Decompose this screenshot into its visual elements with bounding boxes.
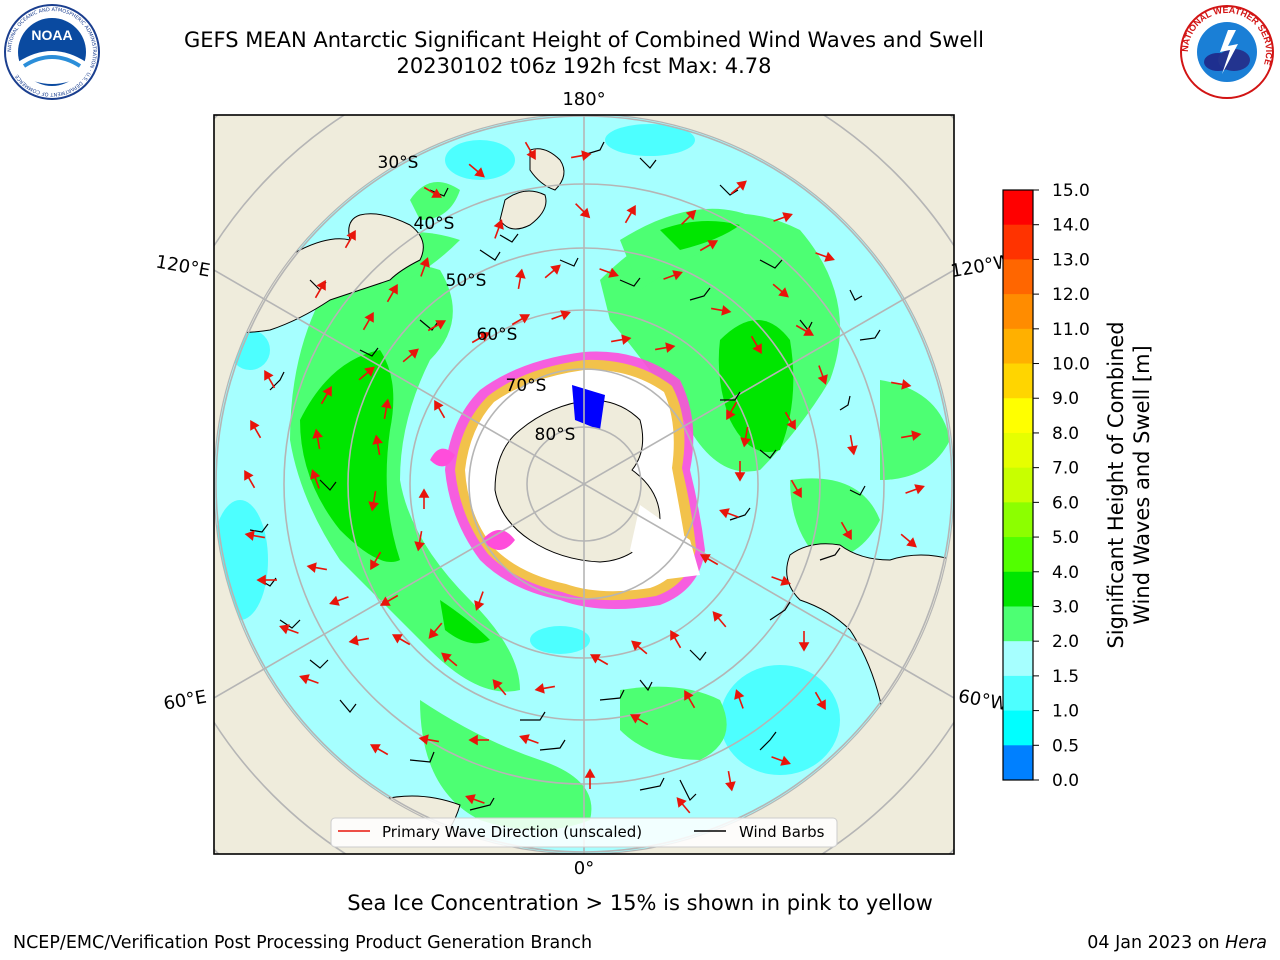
sea-ice-note: Sea Ice Concentration > 15% is shown in … <box>347 891 933 915</box>
credit-right: 04 Jan 2023 on Hera <box>1087 933 1267 953</box>
colorbar-tick-label: 9.0 <box>1052 389 1079 409</box>
colorbar-segment <box>1003 224 1033 260</box>
legend-wind-label: Wind Barbs <box>739 823 825 841</box>
colorbar-tick-label: 8.0 <box>1052 424 1079 444</box>
colorbar-label-line2: Wind Waves and Swell [m] <box>1130 345 1154 625</box>
wind-barbs <box>249 141 881 811</box>
colorbar-tick-label: 0.0 <box>1052 771 1079 791</box>
colorbar-tick-label: 1.0 <box>1052 702 1079 722</box>
graticule <box>214 115 954 854</box>
new-zealand-south <box>499 190 547 230</box>
colorbar-tick-label: 6.0 <box>1052 493 1079 513</box>
lat-label-60s: 60°S <box>477 325 518 345</box>
colorbar-tick-label: 11.0 <box>1052 320 1090 340</box>
colorbar-tick-label: 12.0 <box>1052 285 1090 305</box>
lat-label-70s: 70°S <box>506 376 547 396</box>
lon-label-0: 0° <box>574 858 594 879</box>
colorbar-segment <box>1003 432 1033 469</box>
lat-label-80s: 80°S <box>535 425 576 445</box>
legend: Primary Wave Direction (unscaled) Wind B… <box>330 817 838 848</box>
colorbar-segment <box>1003 328 1033 365</box>
lat-label-50s: 50°S <box>446 271 487 291</box>
colorbar-tick-label: 5.0 <box>1052 528 1079 548</box>
credit-left: NCEP/EMC/Verification Post Processing Pr… <box>13 933 593 953</box>
colorbar-segment <box>1003 710 1033 746</box>
australia-coast <box>214 213 424 333</box>
colorbar-tick-label: 0.5 <box>1052 736 1079 756</box>
colorbar-segment <box>1003 467 1033 503</box>
colorbar-tick-label: 14.0 <box>1052 216 1090 236</box>
colorbar-segment <box>1003 571 1033 607</box>
credit-date: 04 Jan 2023 on <box>1087 933 1226 953</box>
wave-direction-arrows <box>244 141 925 814</box>
map-subtitle: 20230102 t06z 192h fcst Max: 4.78 <box>396 54 772 78</box>
map-area <box>214 115 954 854</box>
colorbar-segment <box>1003 502 1033 538</box>
noaa-logo-text: NOAA <box>31 27 72 43</box>
colorbar-segment <box>1003 537 1033 573</box>
colorbar-segment <box>1003 294 1033 330</box>
colorbar-segment <box>1003 606 1033 642</box>
colorbar-tick-label: 10.0 <box>1052 355 1090 375</box>
colorbar-segment <box>1003 745 1033 781</box>
colorbar-segment <box>1003 641 1033 677</box>
credit-host: Hera <box>1225 933 1267 953</box>
nws-logo: NATIONAL WEATHER SERVICE <box>1180 5 1274 99</box>
colorbar-tick-label: 2.0 <box>1052 632 1079 652</box>
colorbar-tick-label: 3.0 <box>1052 597 1079 617</box>
colorbar-segment <box>1003 398 1033 434</box>
colorbar <box>1002 189 1034 781</box>
colorbar-tick-label: 4.0 <box>1052 563 1079 583</box>
colorbar-segment <box>1003 363 1033 399</box>
lat-label-40s: 40°S <box>414 214 455 234</box>
antarctica <box>430 351 705 609</box>
legend-wave-label: Primary Wave Direction (unscaled) <box>382 823 642 841</box>
colorbar-label-line1: Significant Height of Combined <box>1104 321 1128 648</box>
map-frame <box>213 114 955 855</box>
colorbar-tick-label: 7.0 <box>1052 459 1079 479</box>
colorbar-tick-label: 1.5 <box>1052 667 1079 687</box>
colorbar-segment <box>1003 675 1033 712</box>
colorbar-segment <box>1003 259 1033 295</box>
lon-label-120e: 120°E <box>154 251 212 281</box>
noaa-logo: NOAA NATIONAL OCEANIC AND ATMOSPHERIC AD… <box>4 4 100 100</box>
map-title: GEFS MEAN Antarctic Significant Height o… <box>183 28 985 52</box>
lon-label-180: 180° <box>562 89 605 110</box>
lon-label-60e: 60°E <box>162 686 208 714</box>
lat-label-30s: 30°S <box>378 153 419 173</box>
colorbar-tick-label: 15.0 <box>1052 181 1090 201</box>
lon-label-60w: 60°W <box>957 686 1010 715</box>
new-zealand-north <box>529 148 565 191</box>
colorbar-tick-label: 13.0 <box>1052 250 1090 270</box>
colorbar-segment <box>1003 190 1033 226</box>
